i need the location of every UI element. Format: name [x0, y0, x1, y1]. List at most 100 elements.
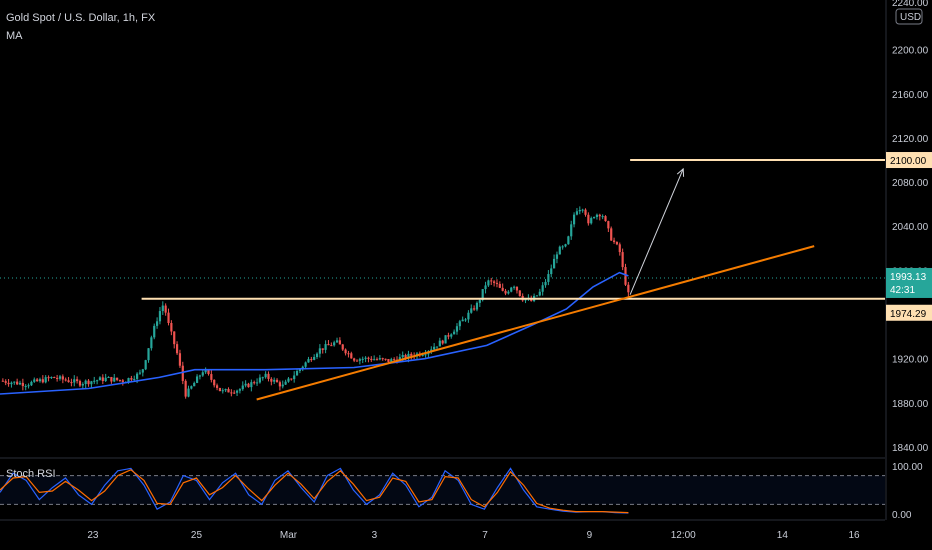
price-tick-label: 2120.00 [892, 134, 929, 145]
candle-body [358, 359, 361, 361]
candle-body [250, 382, 253, 388]
candle-body [558, 246, 561, 255]
candle-body [118, 379, 122, 381]
candle-body [38, 379, 42, 382]
candle-body [147, 348, 150, 361]
candle-body [90, 381, 93, 385]
candle-body [175, 344, 179, 354]
candle-body [30, 381, 33, 386]
candle-body [373, 359, 376, 361]
candle-body [484, 285, 487, 290]
candle-body [515, 286, 519, 291]
candle-body [495, 282, 499, 284]
candle-body [461, 319, 464, 322]
candle-body [267, 373, 270, 379]
candle-body [592, 217, 596, 219]
candle-body [181, 365, 184, 381]
candle-body [207, 370, 210, 375]
candle-body [53, 377, 56, 379]
candle-body [535, 295, 539, 297]
target-price-badge [886, 152, 932, 169]
candle-body [424, 354, 427, 356]
candle-body [21, 382, 24, 387]
candle-body [575, 211, 579, 215]
price-axis[interactable]: 2200.002160.002120.002080.002040.002000.… [886, 0, 932, 521]
candle-body [84, 380, 87, 384]
candle-body [61, 376, 64, 380]
candle-body [36, 379, 39, 382]
candle-body [193, 382, 196, 387]
candle-body [410, 353, 413, 356]
candle-body [107, 377, 110, 379]
candle-body [235, 390, 239, 393]
candle-body [607, 221, 610, 229]
candle-body [601, 216, 604, 218]
candle-body [170, 322, 173, 332]
candle-body [150, 337, 153, 349]
candle-body [195, 376, 199, 383]
candle-body [370, 358, 373, 361]
candle-body [430, 349, 433, 352]
candle-body [318, 348, 321, 354]
candle-body [264, 373, 267, 378]
symbol-title[interactable]: Gold Spot / U.S. Dollar, 1h, FX [6, 12, 156, 24]
candle-body [167, 312, 170, 323]
candle-body [298, 368, 301, 371]
candle-body [401, 354, 404, 358]
candle-body [498, 283, 501, 288]
support-price-badge [886, 304, 932, 321]
candle-body [310, 359, 313, 361]
price-tick-label: 2200.00 [892, 46, 929, 57]
projection-arrow-head [676, 167, 685, 177]
candle-body [438, 340, 441, 347]
candle-body [258, 377, 262, 383]
candle-body [447, 335, 450, 337]
candle-body [47, 377, 50, 379]
candle-body [624, 267, 627, 285]
candle-body [76, 379, 79, 382]
candle-body [384, 358, 387, 360]
candle-body [247, 383, 250, 388]
candle-body [324, 344, 327, 350]
candle-body [127, 378, 130, 382]
candle-body [70, 382, 73, 384]
candle-body [450, 334, 453, 337]
time-tick-label: 7 [482, 530, 488, 541]
time-tick-label: 3 [372, 530, 378, 541]
candle-body [561, 246, 564, 248]
price-tick-label: 2080.00 [892, 178, 929, 189]
candle-body [330, 345, 333, 347]
candle-body [93, 380, 96, 382]
candle-body [215, 385, 219, 388]
candle-body [255, 382, 259, 384]
stoch-band-fill [0, 475, 885, 505]
candle-body [404, 354, 407, 359]
candle-body [567, 236, 570, 245]
candle-body [244, 383, 247, 386]
candle-body [33, 379, 36, 382]
currency-badge [895, 8, 923, 25]
candle-body [135, 373, 139, 379]
candle-body [295, 370, 299, 376]
stoch-rsi-pane[interactable] [0, 467, 885, 514]
price-pane[interactable] [0, 0, 887, 521]
trend-line [256, 245, 815, 401]
projection-arrow-line [629, 168, 684, 295]
candle-body [224, 389, 227, 391]
candle-body [344, 349, 347, 354]
candle-body [78, 381, 82, 386]
time-axis[interactable]: 23 25 Mar 3 7 9 12:00 14 16 [87, 530, 860, 541]
ma-indicator-label[interactable]: MA [6, 30, 23, 42]
stoch-tick-label: 0.00 [892, 510, 912, 521]
candle-body [130, 378, 133, 380]
candle-body [364, 357, 367, 359]
candle-body [275, 379, 279, 383]
candle-body [98, 377, 102, 381]
candle-body [155, 321, 159, 326]
time-tick-label: 16 [848, 530, 860, 541]
candle-body [87, 380, 90, 385]
stoch-rsi-label[interactable]: Stoch RSI [6, 468, 56, 480]
candle-body [1, 380, 4, 382]
candle-body [435, 346, 439, 348]
